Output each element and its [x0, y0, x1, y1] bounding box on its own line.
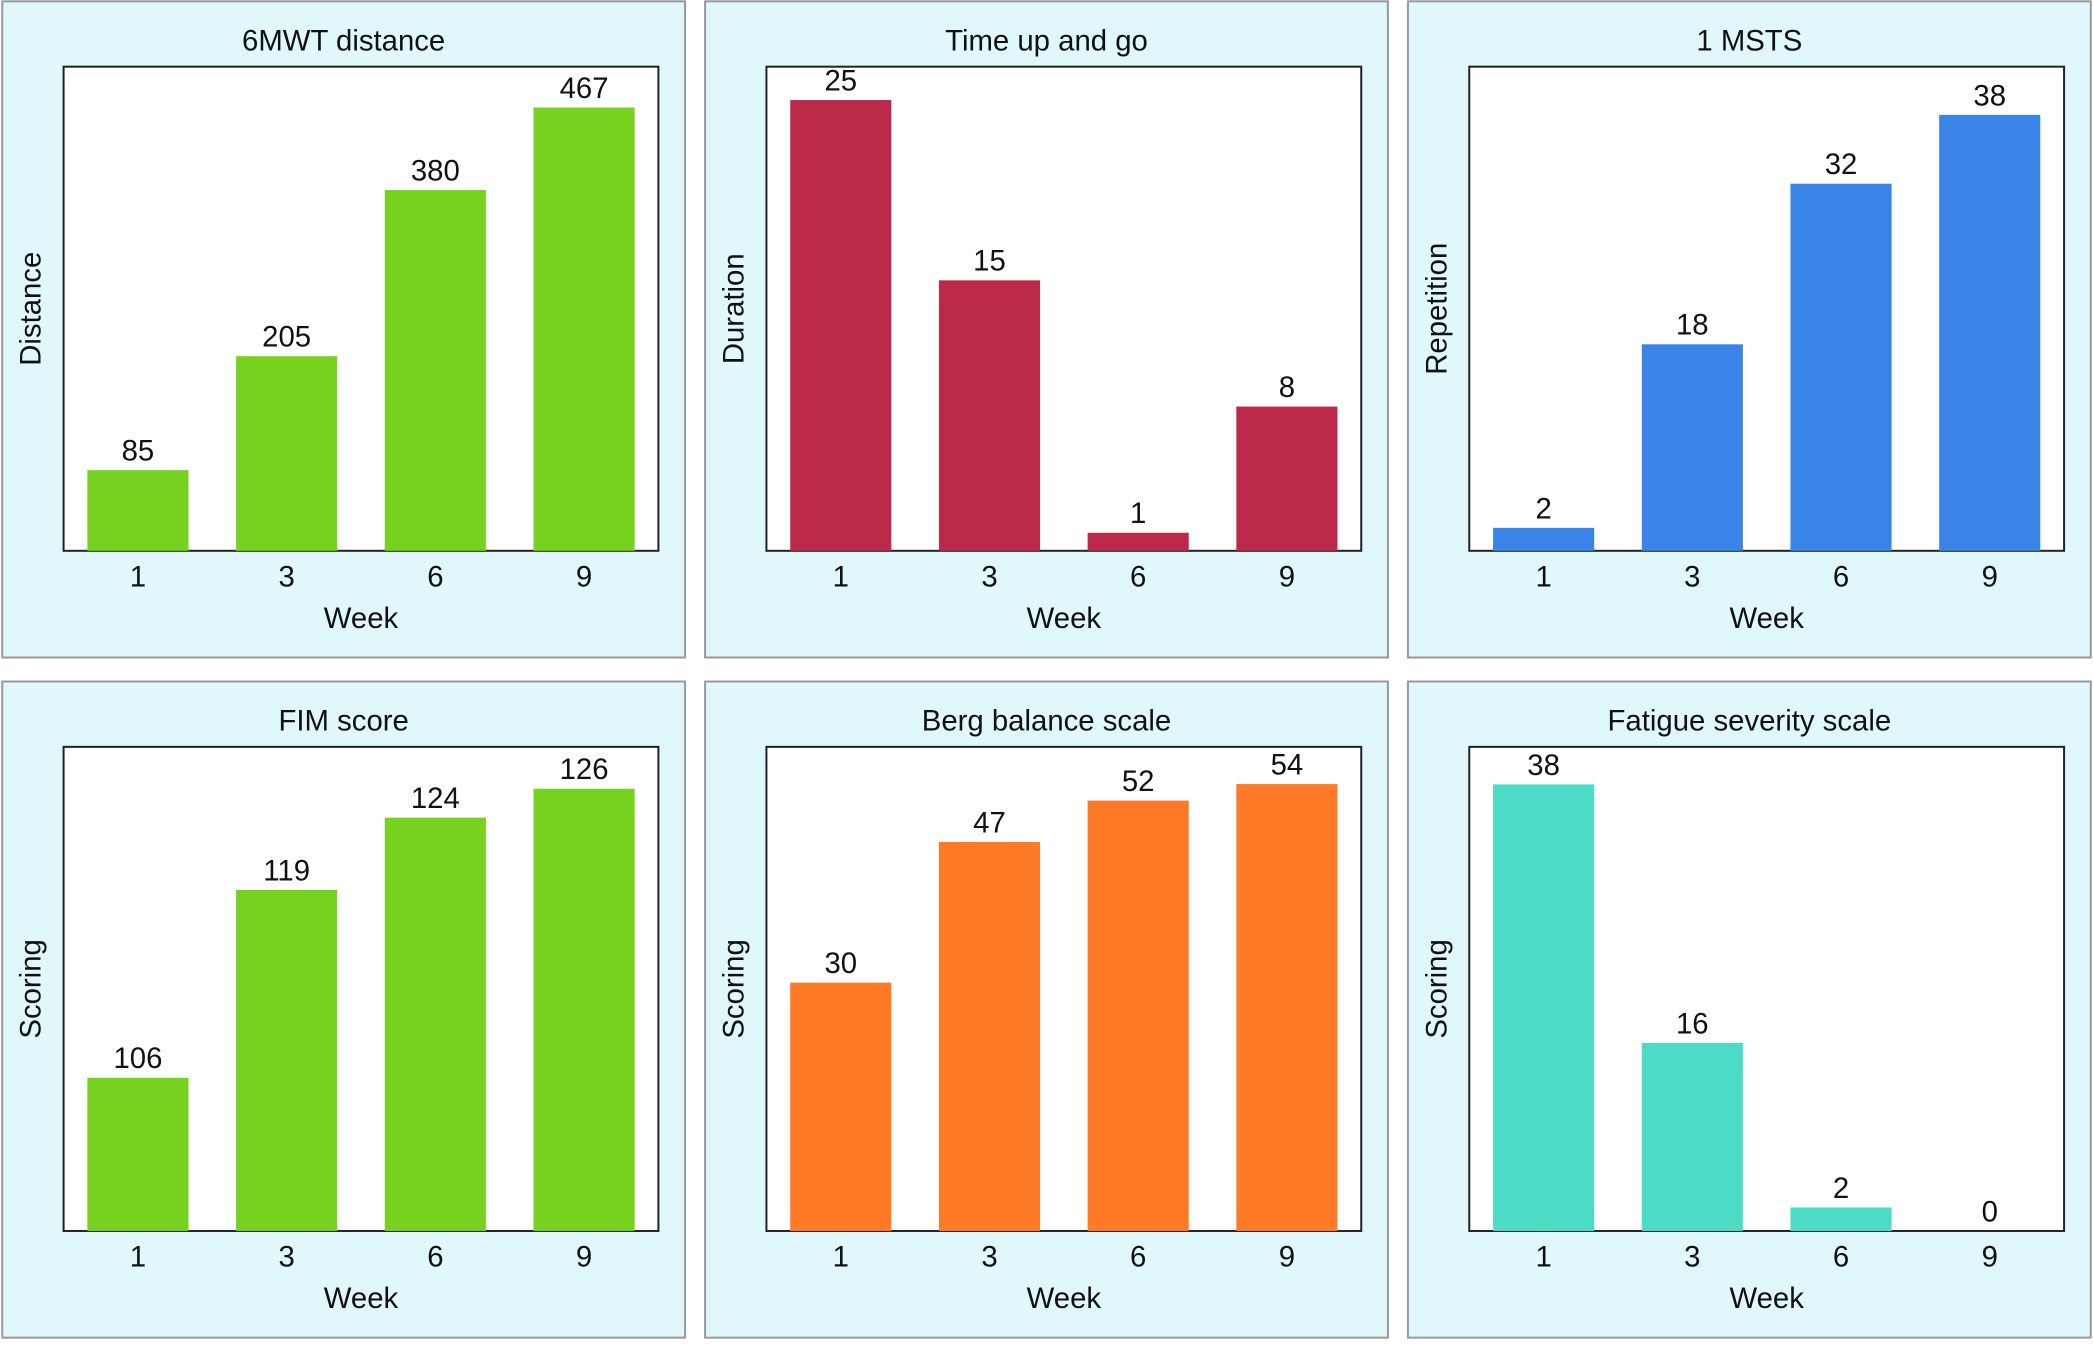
value-label: 85 [122, 435, 155, 468]
bar [1939, 114, 2041, 551]
value-label: 106 [113, 1042, 162, 1075]
value-label: 15 [973, 245, 1006, 278]
x-tick-label: 1 [130, 561, 146, 594]
chart-title: Berg balance scale [922, 705, 1171, 738]
y-axis-label: Duration [718, 253, 751, 364]
value-label: 47 [973, 806, 1006, 839]
x-tick-label: 6 [1833, 1241, 1849, 1274]
y-axis-label: Scoring [15, 939, 48, 1038]
chart-title: Fatigue severity scale [1608, 705, 1892, 738]
x-tick-label: 9 [576, 561, 592, 594]
y-axis-label: Scoring [718, 939, 751, 1038]
bar [533, 107, 635, 551]
value-label: 126 [560, 753, 609, 786]
chart-title: 6MWT distance [242, 24, 445, 57]
bar [87, 1077, 189, 1231]
bar [1493, 527, 1595, 551]
bar [938, 280, 1041, 551]
x-axis-label: Week [1729, 1282, 1804, 1315]
value-label: 205 [262, 321, 311, 354]
value-label: 2 [1833, 1172, 1849, 1205]
value-label: 38 [1973, 79, 2006, 112]
bar [1641, 1042, 1743, 1231]
y-axis-label: Distance [15, 252, 48, 366]
bar [1790, 183, 1892, 551]
x-tick-label: 3 [981, 561, 997, 594]
value-label: 32 [1825, 148, 1858, 181]
bar [236, 889, 338, 1231]
value-label: 119 [263, 854, 310, 887]
value-label: 16 [1676, 1007, 1709, 1040]
x-tick-label: 9 [1279, 1241, 1295, 1274]
x-tick-label: 9 [1982, 1241, 1998, 1274]
x-tick-label: 9 [1279, 561, 1295, 594]
value-label: 0 [1982, 1195, 1998, 1228]
bar [87, 470, 189, 551]
value-label: 52 [1122, 765, 1155, 798]
bar [533, 788, 635, 1231]
y-axis-label: Scoring [1420, 939, 1453, 1038]
x-tick-label: 9 [576, 1241, 592, 1274]
bar [236, 356, 338, 551]
bar [1641, 344, 1743, 551]
bar [790, 100, 892, 551]
x-tick-label: 1 [130, 1241, 146, 1274]
x-tick-label: 1 [833, 561, 849, 594]
bar [1790, 1207, 1892, 1231]
bar [1087, 800, 1189, 1231]
x-tick-label: 9 [1982, 561, 1998, 594]
value-label: 380 [411, 154, 460, 187]
x-axis-label: Week [1027, 602, 1102, 635]
x-tick-label: 6 [427, 1241, 443, 1274]
x-axis-label: Week [1729, 602, 1804, 635]
value-label: 467 [560, 72, 609, 105]
x-axis-label: Week [324, 602, 399, 635]
value-label: 124 [411, 782, 460, 815]
x-tick-label: 3 [1684, 561, 1700, 594]
bar [384, 817, 486, 1231]
value-label: 54 [1271, 749, 1304, 782]
value-label: 25 [824, 64, 857, 97]
x-tick-label: 1 [1535, 1241, 1551, 1274]
value-label: 18 [1676, 309, 1709, 342]
x-axis-label: Week [324, 1282, 399, 1315]
x-tick-label: 1 [833, 1241, 849, 1274]
y-axis-label: Repetition [1420, 243, 1453, 375]
x-tick-label: 6 [427, 561, 443, 594]
x-tick-label: 6 [1833, 561, 1849, 594]
x-tick-label: 3 [278, 1241, 294, 1274]
value-label: 30 [824, 947, 857, 980]
bar [1236, 406, 1338, 551]
bar [938, 842, 1041, 1231]
bar [1493, 784, 1595, 1231]
x-tick-label: 6 [1130, 1241, 1146, 1274]
x-tick-label: 6 [1130, 561, 1146, 594]
value-label: 1 [1130, 497, 1146, 530]
x-tick-label: 3 [981, 1241, 997, 1274]
chart-title: Time up and go [945, 24, 1148, 57]
chart-title: 1 MSTS [1696, 24, 1802, 57]
chart-title: FIM score [278, 705, 408, 738]
x-tick-label: 3 [278, 561, 294, 594]
bar [790, 982, 892, 1231]
x-axis-label: Week [1027, 1282, 1102, 1315]
x-tick-label: 3 [1684, 1241, 1700, 1274]
bar [1236, 784, 1338, 1231]
value-label: 2 [1535, 492, 1551, 525]
x-tick-label: 1 [1535, 561, 1551, 594]
bar [1087, 532, 1189, 551]
bar [384, 190, 486, 551]
value-label: 8 [1279, 371, 1295, 404]
value-label: 38 [1527, 749, 1560, 782]
